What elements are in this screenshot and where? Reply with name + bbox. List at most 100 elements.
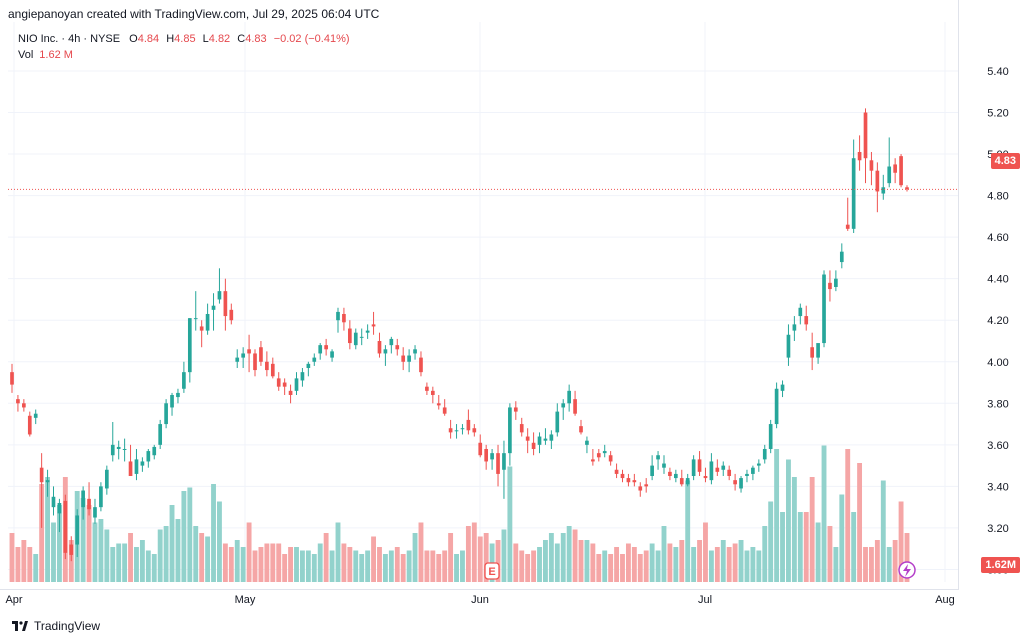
volume-bar: [134, 547, 139, 582]
volume-bar: [786, 459, 791, 582]
symbol-legend: NIO Inc. · 4h · NYSE O4.84 H4.85 L4.82 C…: [18, 33, 350, 45]
volume-bar: [756, 550, 762, 582]
candle-body: [270, 363, 275, 377]
high-label: H: [166, 33, 175, 45]
volume-bar: [851, 512, 857, 582]
volume-bar: [282, 554, 288, 582]
volume-bar: [578, 540, 584, 582]
volume-bar: [377, 547, 382, 582]
candle-body: [324, 345, 328, 350]
volume-bar: [525, 554, 531, 582]
volume-bar: [768, 501, 774, 582]
candle-body: [620, 473, 625, 479]
candle-body: [22, 403, 26, 408]
volume-bar: [661, 526, 667, 582]
volume-bar: [465, 526, 471, 582]
volume-bar: [371, 536, 376, 582]
volume-bar: [483, 533, 489, 582]
volume-bar: [329, 550, 335, 582]
candle-body: [662, 463, 666, 468]
candle-body: [703, 475, 708, 479]
volume-bar: [673, 547, 679, 582]
candle-body: [146, 451, 151, 462]
volume-bar: [809, 477, 815, 582]
candle-body: [519, 424, 524, 433]
volume-bar: [803, 512, 809, 582]
candle-body: [27, 415, 32, 435]
volume-bar: [388, 550, 394, 582]
candles: [10, 108, 909, 562]
candle-body: [632, 480, 637, 483]
candle-body: [638, 486, 643, 491]
candle-body: [656, 455, 660, 460]
candle-body: [893, 164, 897, 173]
candle-body: [887, 166, 892, 184]
lightning-icon-bolt: [903, 564, 911, 577]
last-price-badge: 4.83: [990, 153, 1020, 169]
candle-body: [51, 496, 56, 508]
footer-brand[interactable]: TradingView: [12, 619, 100, 633]
candle-body: [899, 156, 903, 186]
candle-body: [223, 291, 228, 317]
volume-bar: [110, 547, 116, 582]
volume-bar: [181, 491, 187, 582]
candle-body: [573, 399, 577, 414]
volume-bar: [750, 547, 756, 582]
candle-body: [715, 467, 720, 472]
volume-bar: [797, 512, 803, 582]
volume-bar: [548, 533, 554, 582]
y-tick-label: 4.00: [987, 357, 1008, 369]
volume-bar: [886, 547, 892, 582]
volume-bar: [732, 543, 738, 582]
volume-bar: [430, 550, 436, 582]
low-value: 4.82: [208, 33, 231, 45]
y-tick-label: 3.40: [987, 481, 1008, 493]
candle-body: [282, 382, 287, 387]
candle-body: [371, 324, 376, 327]
volume-bar: [685, 480, 691, 582]
volume-bar: [537, 547, 542, 582]
candle-body: [377, 340, 382, 354]
candle-body: [490, 453, 494, 460]
candle-body: [614, 469, 619, 474]
volume-bar: [151, 554, 157, 582]
candle-body: [318, 345, 323, 354]
candle-body: [211, 305, 216, 310]
x-tick-label: Jul: [698, 594, 712, 606]
candle-body: [401, 355, 406, 362]
candle-body: [164, 403, 168, 425]
volume-bar: [27, 547, 33, 582]
candle-body: [81, 490, 85, 508]
volume-bar: [608, 554, 614, 582]
candle-body: [342, 313, 346, 323]
volume-bar: [406, 550, 412, 582]
volume-bar: [252, 550, 258, 582]
volume-bar: [270, 543, 276, 582]
candle-body: [679, 478, 684, 485]
candle-body: [585, 440, 589, 445]
candle-body: [57, 502, 62, 514]
y-tick-label: 5.40: [987, 66, 1008, 78]
candle-body: [810, 347, 815, 358]
volume-bar: [560, 533, 566, 582]
volume-bar: [305, 550, 311, 582]
candle-body: [265, 361, 269, 371]
volume-bar: [815, 522, 821, 582]
volume-bar: [868, 547, 874, 582]
volume-bar: [157, 529, 163, 582]
volume-bar: [139, 540, 145, 582]
y-tick-label: 3.80: [987, 398, 1008, 410]
volume-bar: [880, 480, 886, 582]
high-value: 4.85: [174, 33, 196, 45]
candle-body: [294, 378, 299, 391]
volume-bar: [596, 554, 602, 582]
volume-bar: [382, 554, 388, 582]
volume-bar: [51, 522, 56, 582]
candle-body: [93, 507, 97, 518]
earnings-marker-label: E: [488, 566, 495, 578]
volume-bar: [531, 550, 537, 582]
volume-bar: [471, 522, 477, 582]
volume-bar: [827, 526, 833, 582]
volume-bar: [791, 477, 797, 582]
